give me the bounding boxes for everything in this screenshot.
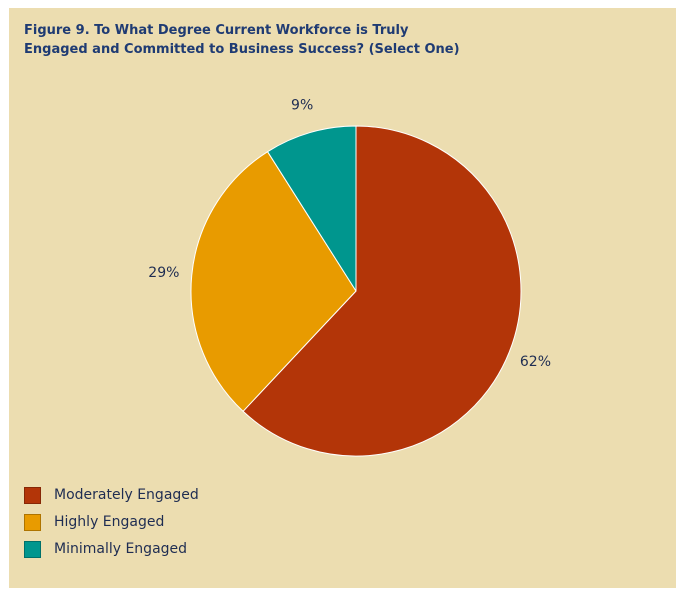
pie-label-moderately-engaged: 62% [520,354,551,370]
pie-labels: 62% 29% 9% [148,98,551,370]
pie-slice-highly-engaged [190,151,357,412]
pie-slices [190,125,522,457]
legend-swatch-minimally-engaged [24,540,41,558]
legend-swatch-highly-engaged [24,513,41,531]
legend-item-moderately-engaged: Moderately Engaged [24,486,199,504]
pie-label-minimally-engaged: 9% [291,98,313,114]
pie-slice-moderately-engaged [242,125,522,457]
legend-label-highly-engaged: Highly Engaged [54,514,165,530]
legend-label-minimally-engaged: Minimally Engaged [54,541,188,557]
pie-slice-minimally-engaged [267,125,357,292]
figure-title-line-2: Engaged and Committed to Business Succes… [24,42,460,57]
figure-title-line-1: Figure 9. To What Degree Current Workfor… [24,23,409,38]
legend-item-minimally-engaged: Minimally Engaged [24,540,199,558]
legend-swatch-moderately-engaged [24,486,41,504]
legend: Moderately Engaged Highly Engaged Minimall… [24,486,199,567]
legend-label-moderately-engaged: Moderately Engaged [54,487,199,503]
pie-label-highly-engaged: 29% [148,265,179,281]
figure-title: Figure 9. To What Degree Current Workfor… [24,21,460,59]
legend-item-highly-engaged: Highly Engaged [24,513,199,531]
